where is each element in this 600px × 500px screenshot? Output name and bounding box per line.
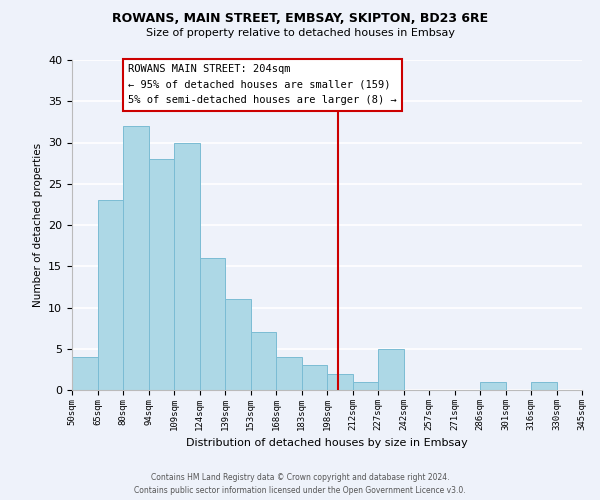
Bar [480, 382, 505, 390]
Bar [123, 126, 149, 390]
Bar [97, 200, 123, 390]
Bar [327, 374, 353, 390]
Bar [353, 382, 378, 390]
Bar [174, 142, 199, 390]
X-axis label: Distribution of detached houses by size in Embsay: Distribution of detached houses by size … [186, 438, 468, 448]
Y-axis label: Number of detached properties: Number of detached properties [32, 143, 43, 307]
Bar [225, 299, 251, 390]
Text: ROWANS, MAIN STREET, EMBSAY, SKIPTON, BD23 6RE: ROWANS, MAIN STREET, EMBSAY, SKIPTON, BD… [112, 12, 488, 26]
Bar [302, 365, 327, 390]
Bar [149, 159, 174, 390]
Bar [276, 357, 302, 390]
Bar [531, 382, 557, 390]
Bar [72, 357, 97, 390]
Text: Size of property relative to detached houses in Embsay: Size of property relative to detached ho… [146, 28, 455, 38]
Text: Contains HM Land Registry data © Crown copyright and database right 2024.
Contai: Contains HM Land Registry data © Crown c… [134, 473, 466, 495]
Bar [199, 258, 225, 390]
Text: ROWANS MAIN STREET: 204sqm
← 95% of detached houses are smaller (159)
5% of semi: ROWANS MAIN STREET: 204sqm ← 95% of deta… [128, 64, 397, 106]
Bar [251, 332, 276, 390]
Bar [378, 349, 404, 390]
